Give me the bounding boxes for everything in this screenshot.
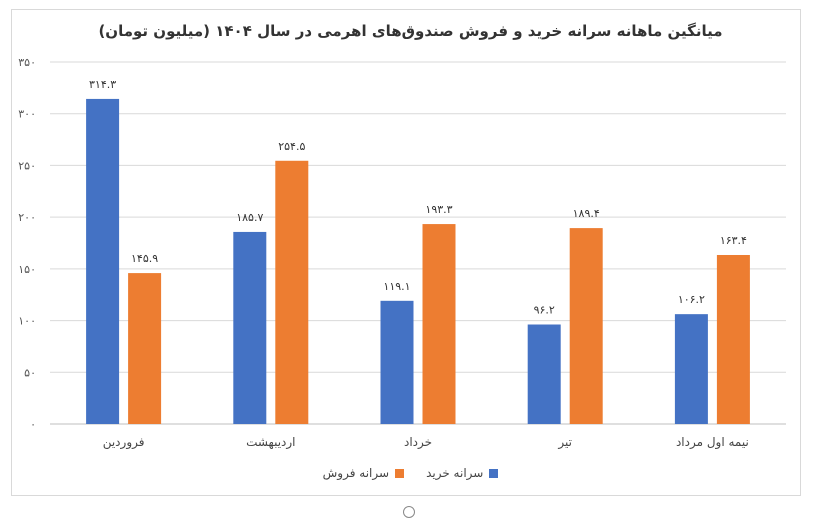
data-label: ۱۴۵.۹ (131, 252, 158, 265)
x-tick-label: تیر (557, 435, 572, 450)
legend-label-sell: سرانه فروش (322, 466, 390, 480)
y-tick-label: ۱۵۰ (18, 263, 36, 276)
bar-buy (527, 324, 561, 424)
data-label: ۱۹۳.۳ (425, 203, 452, 216)
data-label: ۱۸۹.۴ (573, 207, 600, 220)
bar-sell (422, 224, 456, 424)
y-tick-label: ۲۰۰ (18, 211, 36, 224)
y-tick-label: ۱۰۰ (18, 315, 36, 328)
data-label: ۱۱۹.۱ (383, 280, 410, 293)
chart-title: میانگین ماهانه سرانه خرید و فروش صندوق‌ه… (98, 22, 723, 40)
legend-item-buy: سرانه خرید (426, 466, 499, 480)
bar-buy (674, 314, 708, 424)
data-label: ۱۸۵.۷ (236, 211, 263, 224)
data-label: ۹۶.۲ (534, 304, 555, 317)
y-tick-label: ۰ (30, 418, 36, 431)
bar-buy (380, 300, 414, 424)
page-marker-icon (403, 506, 415, 518)
legend-swatch-buy (489, 468, 499, 478)
bar-buy (86, 98, 120, 424)
y-tick-label: ۲۵۰ (18, 159, 36, 172)
data-label: ۱۰۶.۲ (678, 293, 705, 306)
bar-buy (233, 231, 267, 424)
x-tick-label: فروردین (103, 435, 145, 450)
legend: سرانه خرید سرانه فروش (0, 466, 821, 480)
x-tick-label: اردیبهشت (246, 435, 295, 450)
legend-label-buy: سرانه خرید (426, 466, 484, 480)
bar-sell (569, 228, 603, 424)
data-label: ۳۱۴.۳ (89, 78, 116, 91)
y-tick-label: ۵۰ (24, 366, 36, 379)
legend-swatch-sell (395, 468, 405, 478)
legend-item-sell: سرانه فروش (322, 466, 405, 480)
x-tick-label: نیمه اول مرداد (676, 435, 749, 450)
data-label: ۱۶۳.۴ (720, 234, 747, 247)
bar-sell (716, 254, 750, 424)
data-label: ۲۵۴.۵ (278, 140, 305, 153)
y-tick-label: ۳۰۰ (18, 108, 36, 121)
bar-sell (128, 273, 162, 424)
bar-sell (275, 160, 309, 424)
y-tick-label: ۳۵۰ (18, 56, 36, 69)
x-tick-label: خرداد (404, 435, 432, 450)
